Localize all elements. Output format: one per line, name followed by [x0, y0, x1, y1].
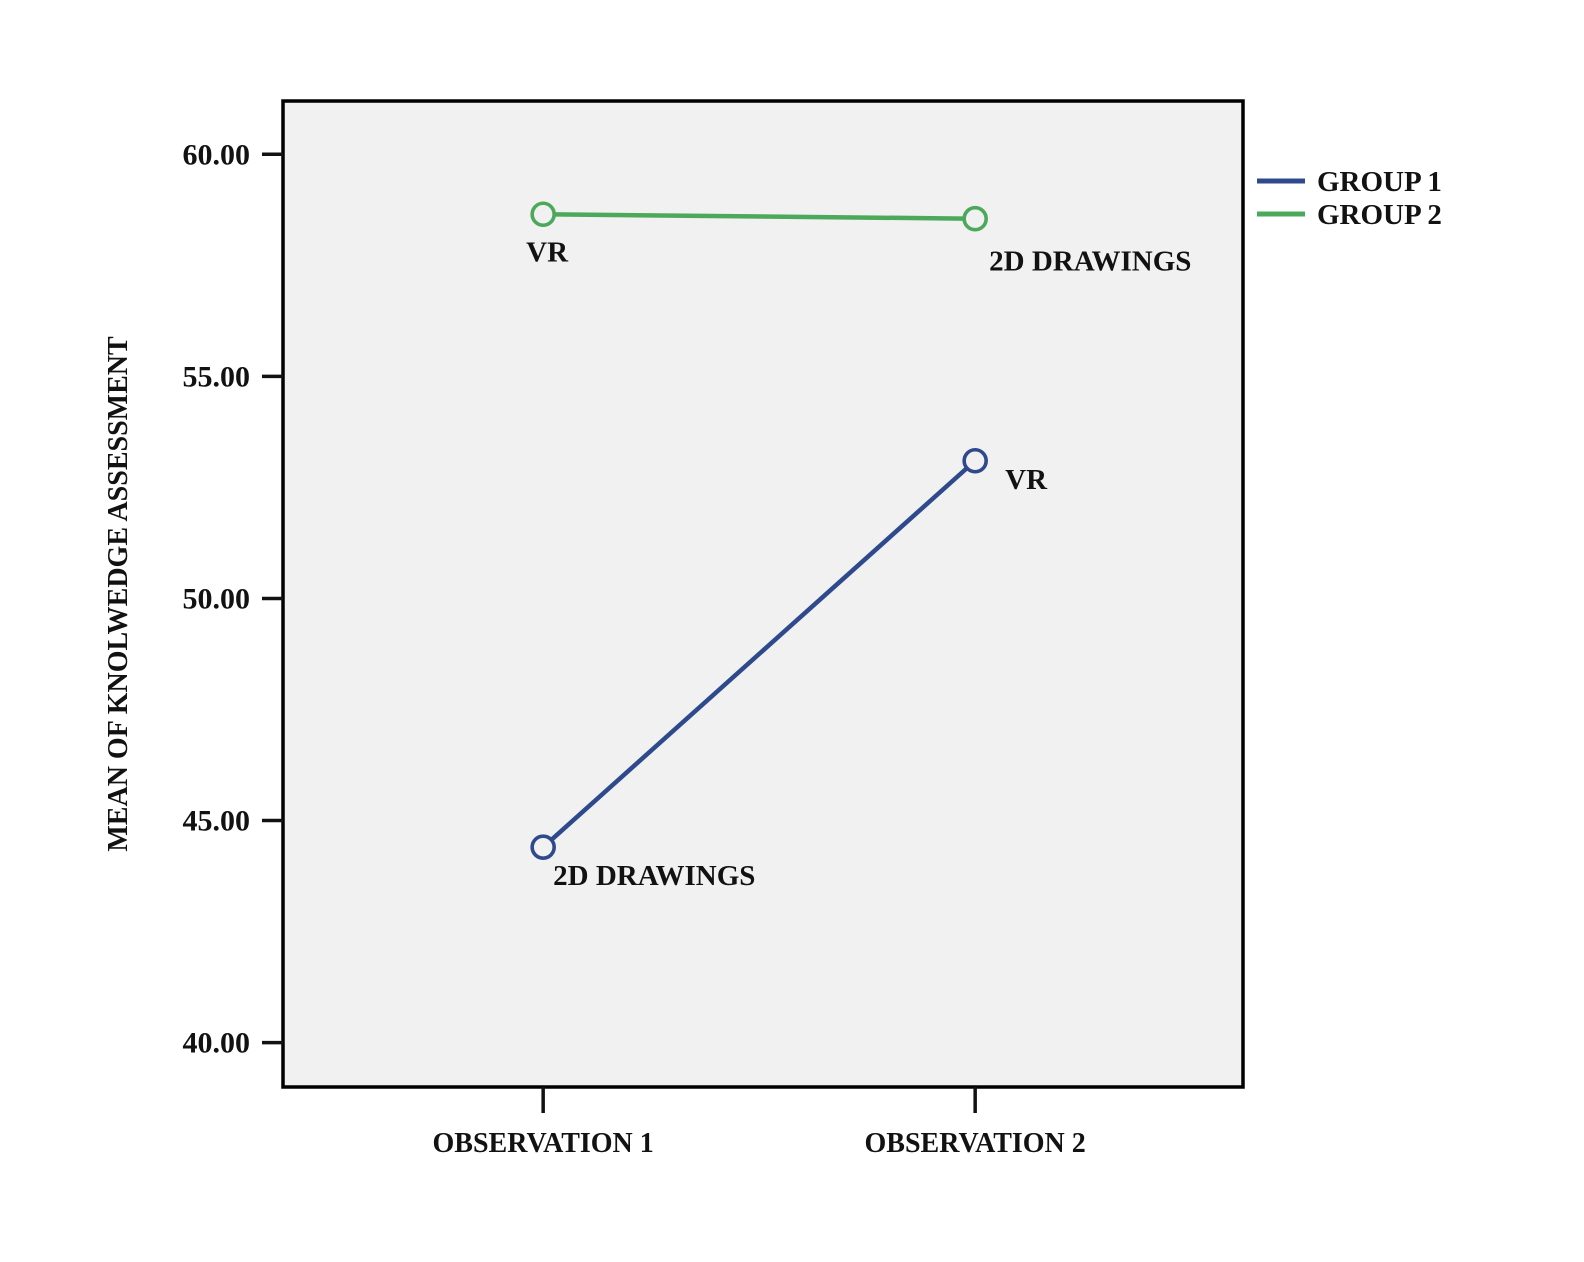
data-point-marker	[962, 205, 988, 232]
y-tick-label: 55.00	[183, 360, 251, 393]
data-point-marker	[530, 834, 556, 860]
y-tick-label: 45.00	[183, 805, 251, 838]
data-point-label: 2D DRAWINGS	[553, 860, 755, 892]
data-point-label: 2D DRAWINGS	[989, 246, 1191, 278]
plot-area	[281, 99, 1245, 1089]
legend-label-2: GROUP 2	[1317, 199, 1442, 231]
y-axis-title: MEAN OF KNOLWEDGE ASSESSMENT	[103, 336, 134, 852]
data-point-label: VR	[1005, 464, 1048, 496]
series-line-1	[541, 459, 977, 849]
data-point-marker	[962, 447, 988, 474]
x-category-label: OBSERVATION 1	[433, 1128, 654, 1159]
y-tick-label: 50.00	[183, 582, 251, 615]
y-tick-label: 40.00	[183, 1027, 251, 1060]
series-line-2	[543, 212, 976, 221]
data-point-marker	[530, 201, 556, 228]
x-category-label: OBSERVATION 2	[865, 1128, 1086, 1159]
y-tick-label: 60.00	[183, 138, 251, 171]
data-point-label: VR	[526, 236, 569, 268]
legend-label-1: GROUP 1	[1317, 166, 1442, 198]
